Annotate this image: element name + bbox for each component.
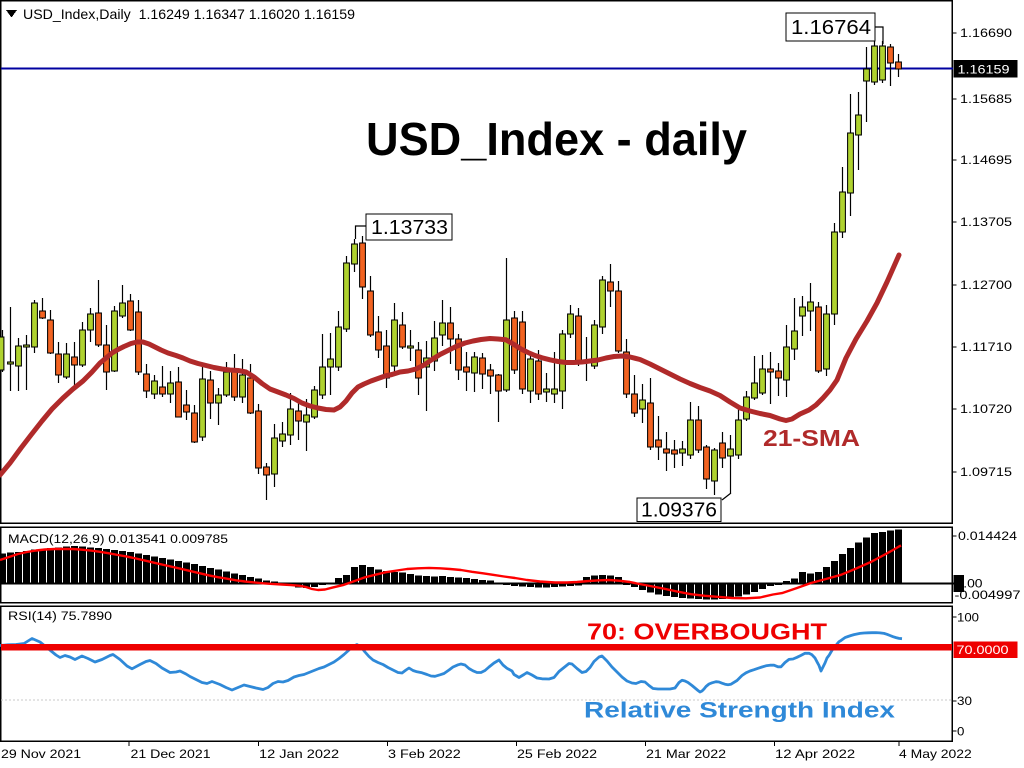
svg-text:1.09715: 1.09715 [960, 466, 1013, 479]
svg-text:1.16159: 1.16159 [958, 64, 1010, 77]
svg-text:21 Mar 2022: 21 Mar 2022 [646, 747, 726, 761]
svg-text:USD_Index - daily: USD_Index - daily [366, 113, 747, 165]
svg-text:1.10720: 1.10720 [960, 403, 1013, 416]
svg-text:1.16690: 1.16690 [960, 27, 1013, 40]
svg-text:21 Dec 2021: 21 Dec 2021 [131, 747, 211, 761]
svg-text:Relative Strength Index: Relative Strength Index [584, 698, 896, 723]
svg-text:1.14695: 1.14695 [960, 154, 1013, 167]
svg-text:12 Jan 2022: 12 Jan 2022 [259, 747, 339, 761]
svg-text:-0.004997: -0.004997 [955, 589, 1021, 602]
svg-text:1.11710: 1.11710 [960, 341, 1013, 354]
svg-text:1.12700: 1.12700 [960, 279, 1013, 292]
svg-text:12 Apr 2022: 12 Apr 2022 [775, 747, 855, 761]
svg-text:RSI(14) 75.7890: RSI(14) 75.7890 [8, 609, 112, 623]
svg-text:USD_Index,Daily 1.16249 1.163: USD_Index,Daily 1.16249 1.16347 1.16020 … [23, 6, 355, 22]
svg-text:30: 30 [957, 695, 973, 708]
svg-text:0.00: 0.00 [956, 578, 984, 591]
svg-text:1.09376: 1.09376 [641, 500, 717, 522]
svg-text:1.16764: 1.16764 [791, 17, 871, 39]
svg-text:0: 0 [957, 726, 965, 739]
svg-text:4 May 2022: 4 May 2022 [899, 747, 972, 761]
svg-text:100: 100 [957, 612, 980, 625]
svg-text:70.0000: 70.0000 [957, 644, 1010, 657]
svg-text:25 Feb 2022: 25 Feb 2022 [517, 747, 597, 761]
svg-text:MACD(12,26,9) 0.013541 0.00978: MACD(12,26,9) 0.013541 0.009785 [8, 532, 228, 546]
svg-text:70: OVERBOUGHT: 70: OVERBOUGHT [587, 619, 827, 645]
svg-text:21-SMA: 21-SMA [763, 425, 860, 451]
svg-text:0.014424: 0.014424 [958, 530, 1018, 543]
svg-text:1.13705: 1.13705 [960, 216, 1013, 229]
svg-text:3 Feb 2022: 3 Feb 2022 [388, 747, 461, 761]
svg-text:1.13733: 1.13733 [371, 217, 448, 239]
svg-text:29 Nov 2021: 29 Nov 2021 [1, 747, 81, 761]
svg-text:1.15685: 1.15685 [960, 93, 1013, 106]
